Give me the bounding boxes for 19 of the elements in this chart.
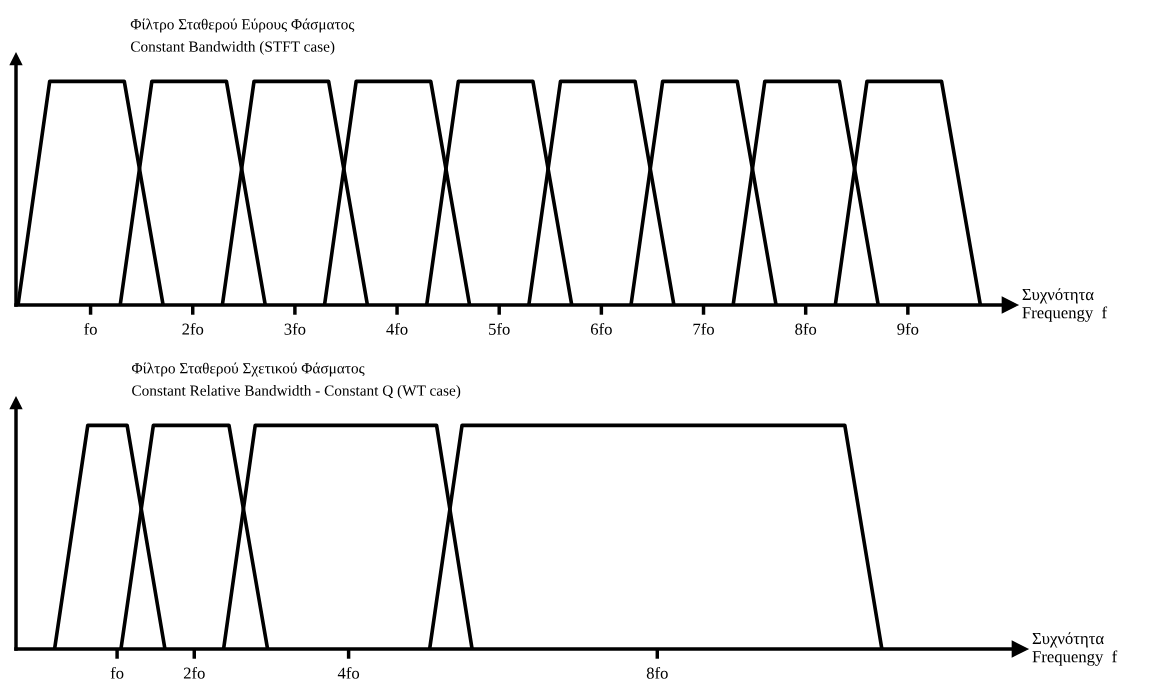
x-tick-label: 4fo (386, 322, 408, 335)
x-axis-title: Συχνότητα Frequengy f (1022, 288, 1108, 322)
x-tick-label: 2fo (182, 322, 204, 335)
x-tick-label: fo (84, 322, 97, 335)
x-tick-label: 9fo (897, 322, 919, 335)
x-tick-label: 6fo (590, 322, 612, 335)
x-tick-label: 4fo (337, 666, 360, 679)
x-tick-label: 2fo (183, 666, 205, 679)
x-tick-label: 3fo (284, 322, 306, 335)
x-axis-title: Συχνότητα Frequengy f (1032, 632, 1118, 666)
x-tick-label: fo (110, 666, 124, 679)
x-tick-label: 8fo (646, 666, 668, 679)
chart-title: Φίλτρο Σταθερού Σχετικού Φάσματος (131, 362, 365, 377)
chart-subtitle: Constant Bandwidth (STFT case) (130, 40, 335, 55)
x-tick-label: 8fo (795, 322, 817, 335)
x-tick-label: 7fo (693, 322, 714, 335)
chart-title: Φίλτρο Σταθερού Εύρους Φάσματος (130, 18, 355, 33)
chart-subtitle: Constant Relative Bandwidth - Constant Q (WT case) (132, 384, 461, 399)
x-tick-label: 5fo (489, 322, 510, 335)
